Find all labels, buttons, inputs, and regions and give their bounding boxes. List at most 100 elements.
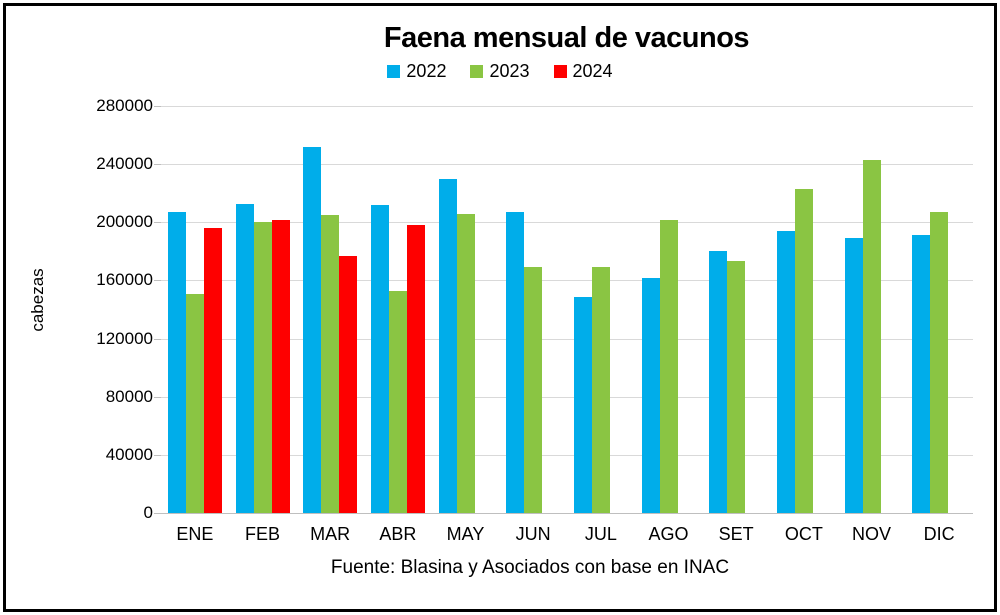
bar-slot [456,213,475,513]
bar-group-MAY [438,179,493,513]
bar-2023-JUN [524,266,543,513]
bar-2023-AGO [659,220,678,513]
y-axis-tick [154,513,161,514]
bar-2024-ENE [203,228,222,513]
legend-item-2022: 2022 [387,61,446,82]
bar-slot [641,277,660,513]
bar-group-NOV [844,159,899,513]
x-axis-label-JUL: JUL [584,524,617,544]
bar-2023-MAR [321,215,340,513]
x-axis-label-AGO: AGO [648,524,689,544]
bar-slot [339,255,358,513]
legend-item-2024: 2024 [553,61,613,82]
legend-label: 2023 [489,61,530,81]
bar-group-FEB [235,204,290,513]
bar-group-ENE [167,212,222,513]
bar-2022-DIC [912,234,931,513]
bar-2024-MAR [339,255,358,513]
bar-slot [709,250,728,513]
bar-slot [659,220,678,513]
bar-2022-NOV [844,237,863,513]
gridline [161,106,973,107]
bar-2022-JUL [573,297,592,513]
bar-slot [406,225,425,513]
bar-slot [370,204,389,513]
bar-2023-NOV [862,159,881,513]
bar-2022-ABR [370,204,389,513]
y-axis-label: 120000 [96,328,153,348]
legend-swatch-2024 [553,65,567,78]
bar-slot [862,159,881,513]
bar-2022-SET [709,250,728,513]
x-axis-label-OCT: OCT [784,524,823,544]
bar-2023-FEB [253,221,272,513]
gridline [161,396,973,398]
bar-group-MAR [303,146,358,513]
bar-slot [271,220,290,513]
bar-2022-FEB [235,204,254,513]
bar-2024-ABR [406,225,425,513]
bar-group-DIC [912,212,966,513]
bar-2023-SET [727,260,746,513]
bar-2022-AGO [641,277,660,513]
source-caption: Fuente: Blasina y Asociados con base en … [330,557,730,578]
bar-2022-JUN [506,212,525,513]
bar-slot [524,266,543,513]
y-axis-label: 40000 [105,444,153,464]
y-axis-label: 0 [143,503,153,522]
bar-slot [591,267,610,513]
bar-2023-JUL [591,267,610,513]
bar-slot [321,215,340,513]
bar-group-JUN [506,212,560,513]
gridline [161,338,973,340]
y-axis-tick [154,164,161,166]
legend-swatch-2023 [470,65,484,78]
bar-slot [727,260,746,513]
bar-slot [438,179,457,513]
bar-group-OCT [776,188,831,513]
bar-group-ABR [370,204,425,513]
gridline [161,222,973,224]
bar-2024-FEB [271,220,290,513]
y-axis-tick [154,222,161,224]
y-axis-tick [154,106,161,107]
y-axis-tick [154,338,161,340]
bar-slot [167,212,186,513]
gridline [161,454,973,456]
y-axis-tick [154,454,161,456]
bar-2023-ENE [185,294,204,513]
legend-swatch-2022 [387,65,401,78]
legend-label: 2024 [572,61,613,81]
bar-slot [303,146,322,513]
bar-2022-ENE [167,212,186,513]
x-axis-line [161,513,973,514]
y-axis-label: 200000 [96,212,153,232]
chart-title: Faena mensual de vacunos [383,22,750,54]
bar-slot [185,294,204,513]
bar-2022-MAR [303,146,322,513]
legend-item-2023: 2023 [470,61,530,82]
y-axis-label: 80000 [105,386,153,406]
bar-group-JUL [573,267,628,513]
y-axis-label: 280000 [96,96,153,115]
y-axis-label: 240000 [96,154,153,174]
bar-2022-OCT [776,231,795,513]
legend: 2022 2023 2024 [0,61,1000,82]
x-axis-label-DIC: DIC [923,524,955,544]
bar-2023-ABR [388,291,407,513]
x-axis-label-NOV: NOV [851,524,892,544]
y-axis-tick [154,280,161,282]
bar-slot [253,221,272,513]
bar-2023-OCT [794,188,813,513]
bar-slot [912,234,931,513]
bar-slot [506,212,525,513]
bar-slot [388,291,407,513]
bar-slot [844,237,863,513]
bar-2022-MAY [438,179,457,513]
plot-area: 0 40000 80000 120000 160000 200000 240000 28000… [96,96,973,522]
x-axis-label-JUN: JUN [515,524,551,544]
bar-slot [573,297,592,513]
gridline [161,280,973,282]
bar-slot [776,231,795,513]
x-axis-label-SET: SET [718,524,754,544]
